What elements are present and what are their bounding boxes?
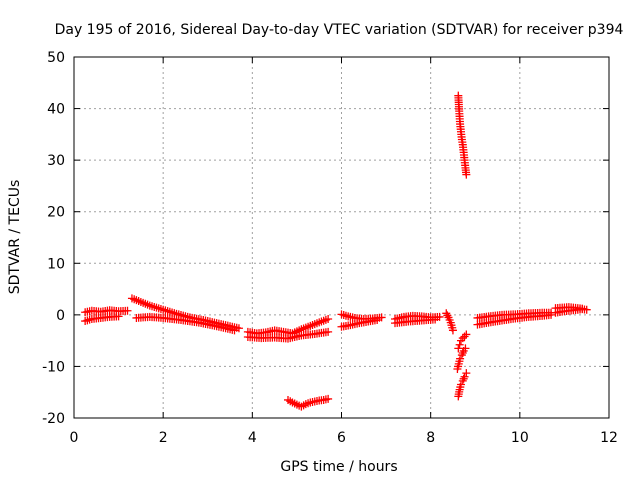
gridlines [74,57,609,418]
y-tick-label: 20 [47,205,65,221]
x-tick-label: 2 [159,430,168,446]
data-point-marker [373,316,382,325]
data-series [454,330,471,353]
x-tick-label: 12 [600,430,618,446]
data-point-marker [435,312,444,321]
data-point-marker [455,340,464,349]
data-point-marker [462,369,471,378]
y-axis-label: SDTVAR / TECUs [7,180,23,295]
data-point-marker [123,306,132,315]
y-tick-label: -20 [42,411,65,427]
data-point-marker [234,324,243,333]
data-series [243,314,333,338]
data-series [284,394,333,411]
data-point-marker [324,394,333,403]
data-point-marker [547,310,556,319]
data-series [551,303,587,313]
data-series [442,309,457,335]
data-point-marker [460,372,469,381]
data-point-marker [462,330,471,339]
data-point-marker [431,315,440,324]
x-tick-label: 6 [337,430,346,446]
y-tick-label: 10 [47,256,65,272]
data-point-marker [456,354,465,363]
data-point-marker [324,314,333,323]
x-axis-label: GPS time / hours [280,459,397,475]
data-point-marker [460,332,469,341]
x-tick-label: 8 [426,430,435,446]
data-series [81,312,123,326]
data-point-marker [377,313,386,322]
data-point-marker [456,380,465,389]
data-series [454,91,471,179]
data-point-marker [461,344,470,353]
data-series [337,316,382,331]
y-tick-label: 30 [47,153,65,169]
y-tick-label: 50 [47,50,65,66]
data-point-marker [458,334,467,343]
y-tick-label: -10 [42,359,65,375]
y-tick-label: 40 [47,102,65,118]
chart-title: Day 195 of 2016, Sidereal Day-to-day VTE… [55,22,624,38]
data-series [81,306,132,317]
data-point-marker [582,305,591,314]
data-point-marker [454,344,463,353]
data-point-marker [324,327,333,336]
data-series [391,315,440,328]
x-tick-label: 0 [70,430,79,446]
axis-ticks: 0 2 4 6 8 10 12 -20 -10 0 10 20 30 40 50 [42,50,618,446]
data-series [453,344,470,374]
data-point-marker [114,312,123,321]
data-series [473,310,556,329]
data-series [454,369,471,401]
data-point-marker [230,326,239,335]
data-point-marker [462,170,471,179]
data-point-marker [578,304,587,313]
x-tick-label: 10 [511,430,529,446]
x-tick-label: 4 [248,430,257,446]
data-points [81,91,591,411]
data-series [243,327,333,343]
data-point-marker [448,326,457,335]
y-tick-label: 0 [56,308,65,324]
data-series [132,312,239,335]
